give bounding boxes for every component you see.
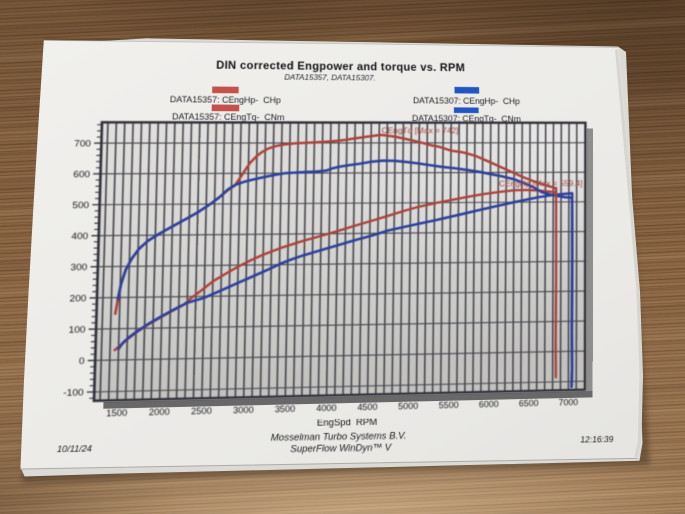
svg-text:400: 400	[71, 231, 89, 242]
svg-text:500: 500	[72, 200, 90, 211]
svg-text:6000: 6000	[479, 399, 499, 409]
svg-text:3500: 3500	[275, 404, 296, 414]
svg-text:1500: 1500	[106, 408, 127, 419]
svg-text:CEngHp [Max = 559.4]: CEngHp [Max = 559.4]	[499, 179, 582, 189]
svg-text:4500: 4500	[357, 402, 377, 412]
svg-text:700: 700	[74, 139, 92, 150]
svg-text:300: 300	[70, 262, 88, 273]
svg-text:-100: -100	[63, 388, 84, 399]
svg-text:200: 200	[69, 293, 87, 304]
svg-text:6500: 6500	[519, 398, 539, 408]
svg-text:3000: 3000	[233, 405, 254, 415]
svg-text:0: 0	[79, 356, 86, 367]
svg-text:CEngTq [Max = 742]: CEngTq [Max = 742]	[381, 126, 458, 135]
svg-text:600: 600	[73, 169, 91, 180]
svg-text:4000: 4000	[316, 403, 337, 413]
svg-text:7000: 7000	[559, 397, 579, 407]
svg-text:100: 100	[68, 325, 86, 336]
svg-text:2500: 2500	[191, 406, 212, 416]
svg-text:5500: 5500	[439, 400, 459, 410]
svg-text:2000: 2000	[149, 407, 170, 417]
svg-text:5000: 5000	[398, 401, 418, 411]
